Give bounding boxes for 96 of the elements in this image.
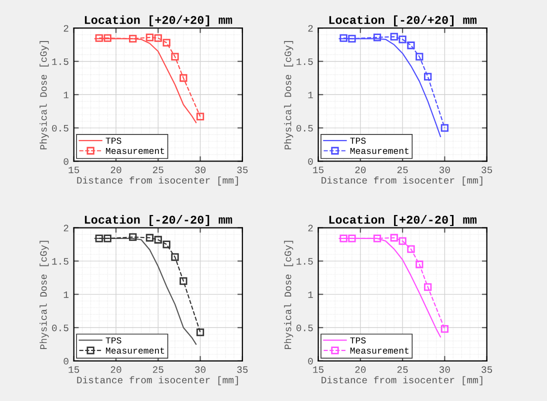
- legend-label: Measurement: [106, 348, 164, 354]
- x-axis-title: Distance from isocenter [mm]: [77, 376, 238, 386]
- point: [398, 237, 406, 245]
- chart-title: Location [-20/+20] mm: [329, 15, 476, 26]
- point: [440, 124, 449, 132]
- legend-label: TPS: [350, 337, 366, 344]
- point: [180, 277, 188, 285]
- y-tick-label: 1.5: [296, 58, 313, 65]
- y-tick-label: 1.5: [296, 258, 313, 265]
- x-tick-label: 20: [110, 166, 122, 174]
- y-tick-label: 0: [308, 358, 313, 365]
- point: [162, 240, 170, 248]
- x-tick-label: 15: [68, 166, 80, 174]
- point: [129, 233, 137, 241]
- x-tick-label: 20: [355, 166, 366, 174]
- y-tick-label: 0: [64, 158, 68, 165]
- y-tick-label: 1: [64, 92, 69, 98]
- y-tick-label: 0.5: [296, 324, 313, 332]
- point: [196, 328, 204, 336]
- legend-label: TPS: [350, 138, 366, 144]
- point: [154, 34, 162, 42]
- point: [390, 32, 398, 41]
- y-tick-label: 2: [64, 224, 68, 232]
- x-axis-title: Distance from isocenter [mm]: [322, 376, 482, 386]
- x-tick-label: 35: [482, 166, 492, 174]
- x-tick-label: 20: [355, 366, 366, 373]
- x-tick-label: 35: [237, 166, 248, 174]
- point: [398, 36, 406, 44]
- x-tick-label: 15: [68, 366, 80, 373]
- x-tick-label: 20: [110, 366, 122, 373]
- point: [373, 34, 382, 42]
- y-tick-label: 1.5: [52, 58, 68, 65]
- legend-label: TPS: [106, 138, 122, 144]
- legend-label: Measurement: [350, 148, 409, 154]
- point: [340, 34, 348, 42]
- y-tick-label: 1.5: [52, 258, 68, 265]
- chart-title: Location [+20/+20] mm: [84, 15, 232, 26]
- point: [196, 112, 204, 120]
- point: [407, 42, 415, 50]
- y-tick-label: 1: [64, 291, 69, 298]
- y-tick-label: 0.5: [52, 324, 68, 332]
- x-tick-label: 35: [482, 366, 492, 373]
- point: [340, 234, 348, 242]
- x-tick-label: 25: [397, 166, 408, 174]
- y-axis-title: Physical Dose [cGy]: [284, 41, 294, 150]
- point: [440, 325, 449, 333]
- point: [373, 234, 382, 242]
- x-axis-title: Distance from isocenter [mm]: [77, 176, 238, 186]
- chart-title: Location [-20/-20] mm: [84, 215, 232, 226]
- x-tick-label: 30: [195, 366, 206, 373]
- legend-label: Measurement: [106, 148, 164, 154]
- y-axis-title: Physical Dose [cGy]: [284, 240, 294, 349]
- legend-label: TPS: [106, 337, 122, 344]
- point: [407, 245, 415, 253]
- y-tick-label: 0.5: [52, 124, 68, 132]
- x-tick-label: 25: [152, 166, 164, 174]
- x-tick-label: 25: [397, 366, 408, 373]
- x-tick-label: 30: [195, 166, 206, 174]
- chart-title: Location [+20/-20] mm: [329, 215, 476, 226]
- point: [104, 234, 112, 242]
- point: [390, 234, 398, 242]
- x-tick-label: 30: [439, 166, 450, 174]
- point: [348, 34, 356, 43]
- x-tick-label: 30: [439, 366, 450, 373]
- point: [154, 236, 162, 244]
- point: [424, 283, 432, 291]
- point: [104, 34, 112, 42]
- point: [95, 234, 103, 242]
- y-tick-label: 0: [308, 158, 313, 165]
- point: [180, 74, 188, 82]
- y-tick-label: 2: [64, 25, 68, 32]
- y-tick-label: 2: [308, 25, 313, 32]
- x-tick-label: 15: [313, 366, 324, 373]
- x-tick-label: 35: [237, 366, 248, 373]
- point: [171, 52, 179, 61]
- y-axis-title: Physical Dose [cGy]: [40, 240, 49, 349]
- point: [146, 234, 154, 242]
- point: [162, 38, 170, 47]
- y-tick-label: 2: [308, 224, 313, 232]
- y-tick-label: 1: [308, 291, 313, 298]
- x-tick-label: 15: [313, 166, 324, 174]
- point: [348, 234, 356, 242]
- legend-label: Measurement: [350, 348, 409, 354]
- y-tick-label: 0: [64, 358, 68, 365]
- point: [95, 34, 103, 42]
- y-tick-label: 1: [308, 92, 313, 98]
- y-axis-title: Physical Dose [cGy]: [40, 41, 49, 150]
- x-axis-title: Distance from isocenter [mm]: [322, 176, 482, 186]
- point: [416, 260, 424, 268]
- point: [146, 34, 154, 42]
- point: [129, 34, 137, 43]
- point: [424, 72, 432, 80]
- point: [416, 52, 424, 61]
- y-tick-label: 0.5: [296, 124, 313, 132]
- point: [171, 253, 179, 261]
- x-tick-label: 25: [152, 366, 164, 373]
